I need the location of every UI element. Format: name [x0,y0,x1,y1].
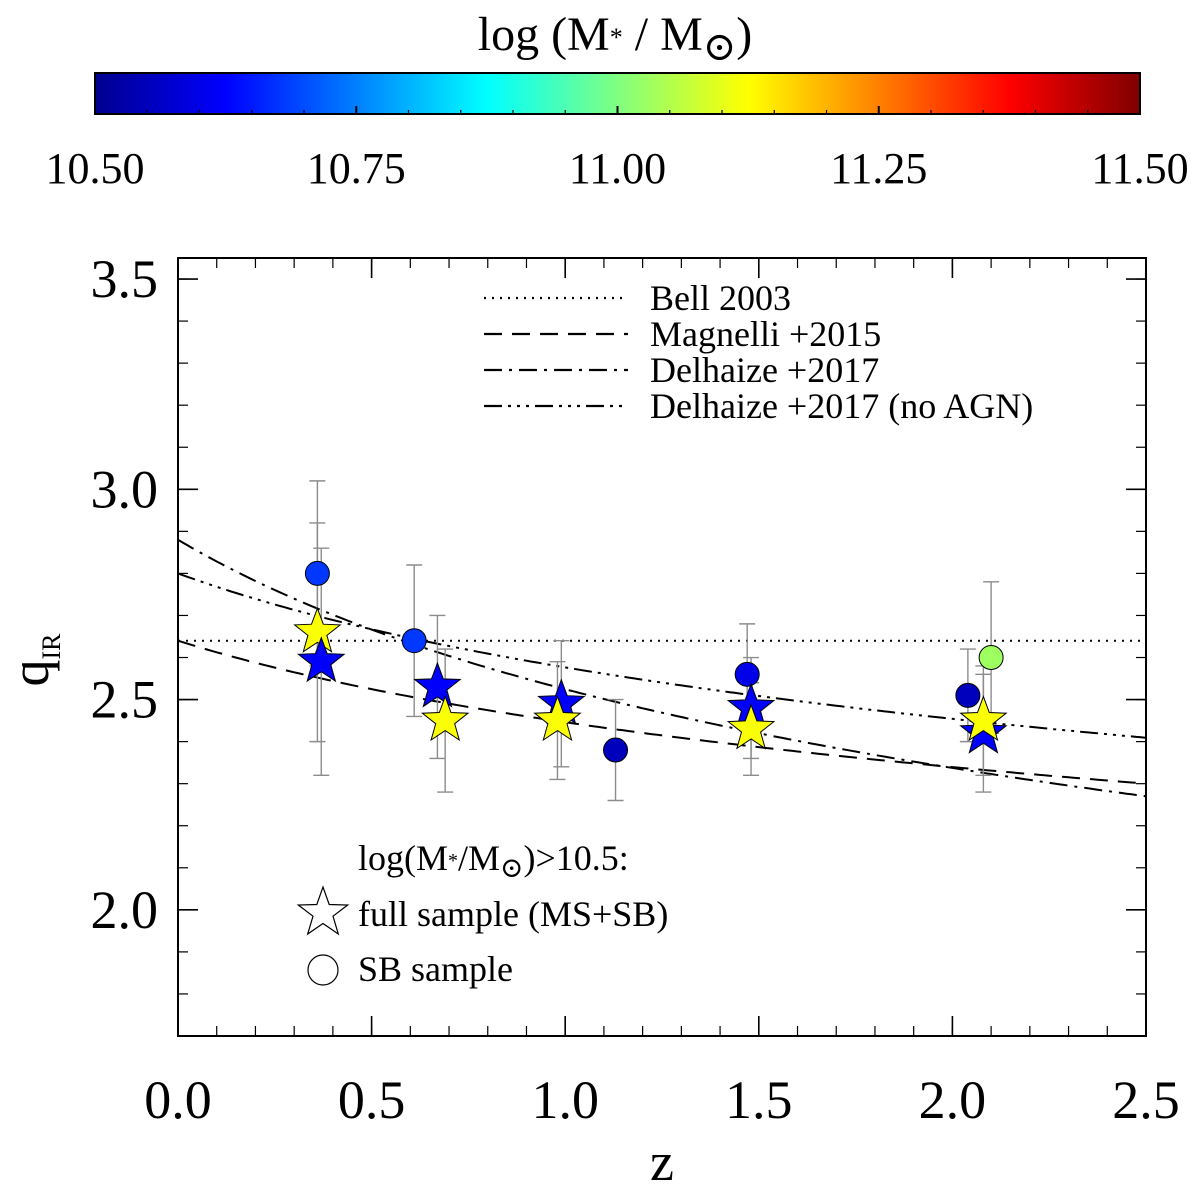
colorbar-tick-label: 11.00 [569,144,666,193]
x-tick-label: 0.0 [144,1070,212,1130]
marker-legend-heading-sun: ⊙ [500,853,523,884]
sb-sample-point [955,682,981,708]
legend-star-label: full sample (MS+SB) [358,894,668,934]
y-axis-label-main: q [0,660,60,687]
sb-sample-point [978,645,1004,671]
full-sample-point [413,661,462,708]
x-tick-label: 2.0 [919,1070,987,1130]
x-tick-label: 0.5 [338,1070,406,1130]
y-axis-label-sub: IR [37,633,66,660]
plot-frame [177,257,1147,1037]
sb-sample-point [401,628,427,654]
colorbar-tick-label: 11.25 [830,144,927,193]
axis-ticks: 0.0 0.5 1.0 1.5 2.0 2.5 2.0 2.5 3.0 3.5 [91,249,1180,1130]
marker-legend: log(M*/M⊙)>10.5: full sample (MS+SB) SB … [296,838,668,989]
full-sample-point [297,636,346,683]
legend-circle-icon [307,954,339,986]
sb-sample-point [734,661,760,687]
legend-line-label: Magnelli +2015 [650,314,881,354]
marker-legend-heading-mid: /M [458,838,500,878]
y-tick-label: 2.0 [91,880,159,940]
sb-sample-point [304,560,330,586]
x-tick-label: 1.0 [531,1070,599,1130]
y-tick-label: 2.5 [91,670,159,730]
colorbar-tick-label: 10.75 [307,144,406,193]
x-tick-label: 1.5 [725,1070,793,1130]
marker-legend-heading: log(M*/M⊙)>10.5: [358,838,629,884]
full-sample-point [293,606,342,653]
sb-sample-point [603,737,629,763]
y-tick-label: 3.0 [91,459,159,519]
plot-area: 0.0 0.5 1.0 1.5 2.0 2.5 2.0 2.5 3.0 3.5 [91,249,1180,1130]
full-sample-point [959,695,1008,742]
full-sample-point [726,703,776,750]
colorbar-tick-label: 10.50 [46,144,145,193]
model-line-2 [177,538,1147,798]
marker-legend-heading-prefix: log(M [358,838,448,878]
legend-star-icon [296,885,350,936]
legend-line-label: Delhaize +2017 [650,350,879,390]
colorbar-title-sun: ⊙ [703,24,737,69]
colorbar-title-mid: / M [623,8,703,61]
y-tick-label: 3.5 [91,249,159,309]
marker-legend-heading-sub: * [448,850,458,872]
y-axis-label: qIR [0,633,66,687]
colorbar-ticks: 10.50 10.75 11.00 11.25 11.50 [46,106,1189,193]
colorbar-title: log (M* / M⊙) [478,8,753,69]
legend-circle-label: SB sample [358,949,513,989]
markers [293,560,1008,763]
model-line-1 [177,639,1147,785]
colorbar-tick-label: 11.50 [1091,144,1188,193]
colorbar-title-prefix: log (M [478,8,610,61]
colorbar-title-suffix: ) [736,8,752,61]
full-sample-point [533,695,582,742]
legend-line-label: Delhaize +2017 (no AGN) [650,386,1033,426]
marker-legend-heading-suffix: )>10.5: [523,838,628,878]
x-axis-label: z [650,1132,674,1188]
colorbar: log (M* / M⊙) 10.50 10.75 11.00 11.25 11.50 [46,8,1189,193]
legend-line-label: Bell 2003 [650,278,791,318]
full-sample-point [420,695,470,742]
x-tick-label: 2.5 [1112,1070,1180,1130]
colorbar-title-sub: * [610,23,623,52]
